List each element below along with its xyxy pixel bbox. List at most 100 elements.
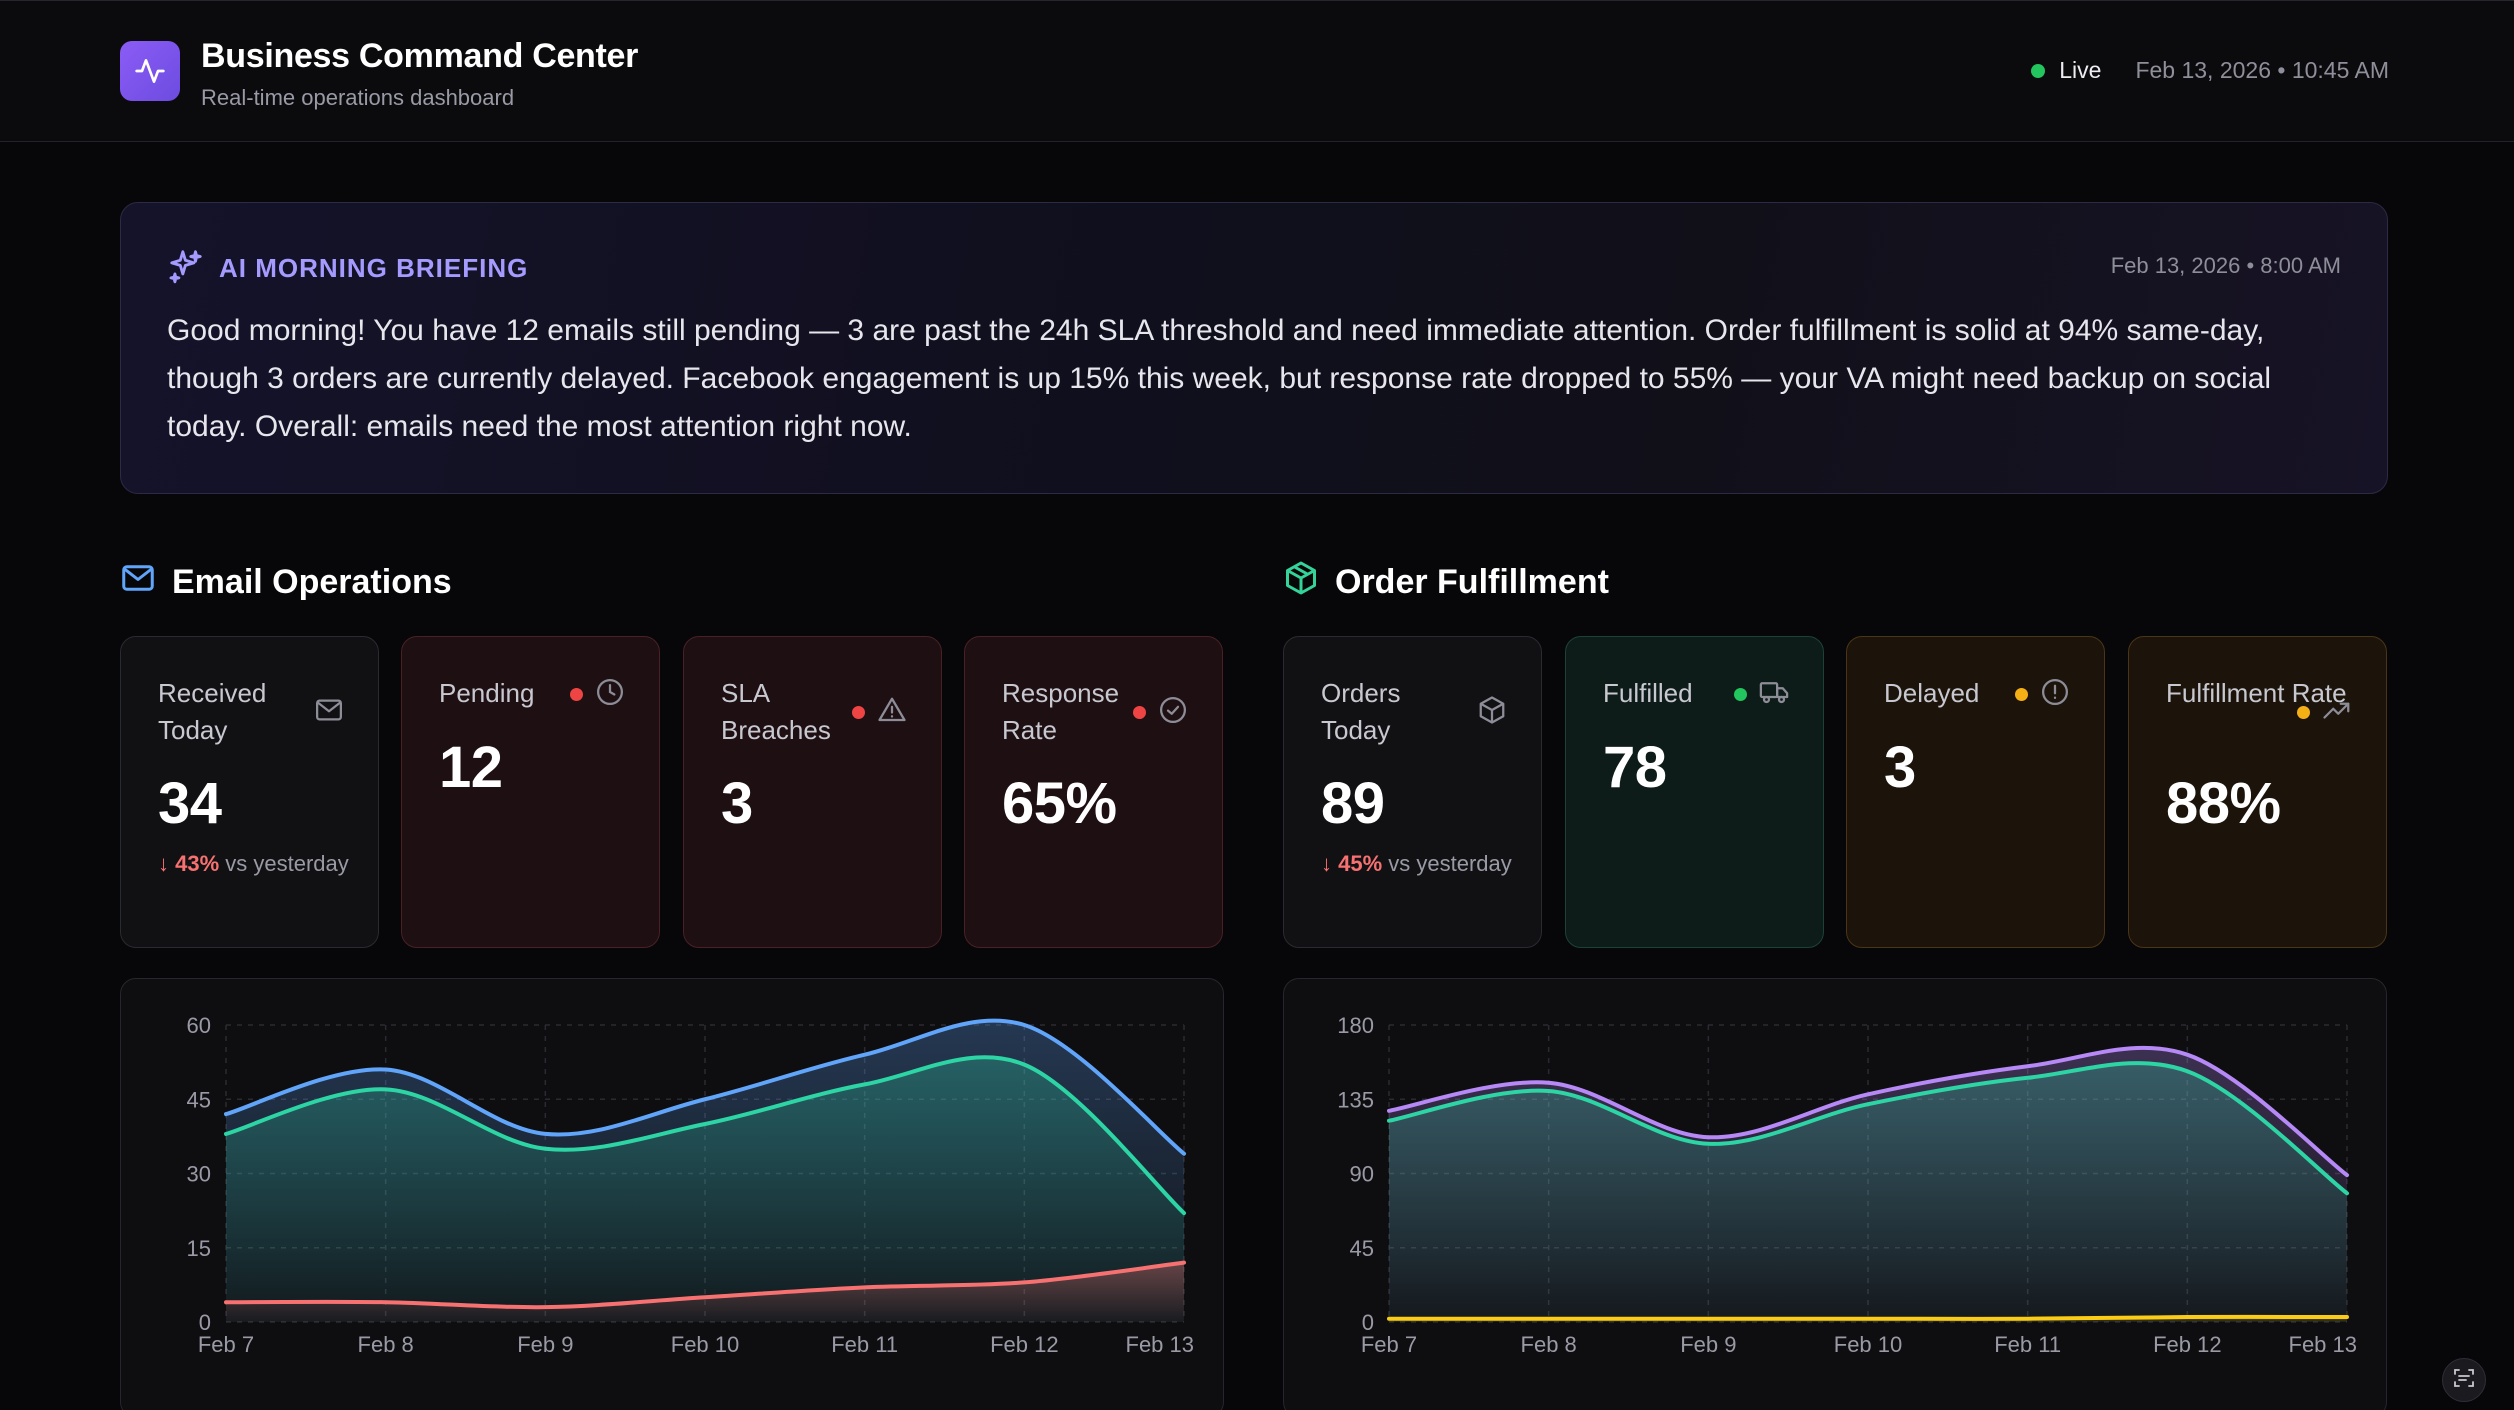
delta-text: vs yesterday <box>1388 851 1512 876</box>
alert-triangle-icon <box>877 695 907 730</box>
y-tick-label: 0 <box>1362 1310 1374 1335</box>
series-line <box>1387 1061 2349 1196</box>
x-tick-label: Feb 10 <box>1834 1332 1903 1357</box>
x-tick-label: Feb 11 <box>831 1332 898 1357</box>
x-tick-label: Feb 12 <box>990 1332 1058 1357</box>
activity-icon <box>120 41 180 101</box>
orders-section-title: Order Fulfillment <box>1283 560 1609 605</box>
card-label: Received Today <box>158 678 267 745</box>
status-dot-icon <box>570 688 583 701</box>
card-value: 3 <box>721 771 753 836</box>
card-label: SLA Breaches <box>721 678 831 745</box>
orders-section-label: Order Fulfillment <box>1335 563 1609 601</box>
card-label: Pending <box>439 678 535 708</box>
fulfilled-card[interactable]: Fulfilled 78 <box>1565 636 1824 948</box>
sla-breaches-card[interactable]: SLA Breaches 3 <box>683 636 942 948</box>
card-value: 3 <box>1884 735 1916 800</box>
status-dot-icon <box>2015 688 2028 701</box>
series-area <box>226 1057 1184 1322</box>
x-tick-label: Feb 7 <box>1361 1332 1417 1357</box>
scan-icon <box>2452 1366 2476 1395</box>
delta-text: vs yesterday <box>225 851 349 876</box>
package-icon <box>1477 695 1507 730</box>
delta-pct: ↓ 45% <box>1321 851 1383 876</box>
x-tick-label: Feb 8 <box>1521 1332 1577 1357</box>
clock-icon <box>595 677 625 712</box>
card-label: Delayed <box>1884 678 1980 708</box>
delayed-card[interactable]: Delayed 3 <box>1846 636 2105 948</box>
sparkles-icon <box>167 247 205 290</box>
x-tick-label: Feb 10 <box>671 1332 740 1357</box>
y-tick-label: 30 <box>187 1162 211 1187</box>
series-line <box>1387 1045 2349 1178</box>
mail-icon <box>314 695 344 730</box>
x-tick-label: Feb 7 <box>198 1332 254 1357</box>
status-dot-icon <box>2297 706 2310 719</box>
card-value: 78 <box>1603 735 1667 800</box>
x-tick-label: Feb 9 <box>517 1332 573 1357</box>
y-tick-label: 180 <box>1337 1013 1374 1038</box>
trending-up-icon <box>2322 695 2352 730</box>
card-label: Fulfillment Rate <box>2166 678 2347 708</box>
card-value: 89 <box>1321 771 1385 836</box>
status-dot-icon <box>1734 688 1747 701</box>
header-timestamp: Feb 13, 2026 • 10:45 AM <box>2135 57 2389 83</box>
series-line <box>1387 1314 2349 1321</box>
y-tick-label: 90 <box>1350 1162 1374 1187</box>
briefing-text: Good morning! You have 12 emails still p… <box>167 314 2272 443</box>
y-tick-label: 45 <box>1350 1236 1374 1261</box>
card-label: Fulfilled <box>1603 678 1693 708</box>
y-tick-label: 45 <box>187 1087 211 1112</box>
card-label: Response Rate <box>1002 678 1120 745</box>
orders-trend-chart: 0 45 90 135 180 Feb 7 Feb 8 Feb 9 Feb 10 Feb 11 Fe… <box>1283 978 2387 1410</box>
x-tick-label: Feb 13 <box>2289 1332 2358 1357</box>
series-line <box>224 1018 1186 1156</box>
y-tick-label: 135 <box>1337 1087 1374 1112</box>
card-delta: ↓ 43% vs yesterday <box>158 849 358 879</box>
y-tick-label: 60 <box>187 1013 211 1038</box>
live-dot-icon <box>2031 63 2046 78</box>
briefing-title: AI MORNING BRIEFING <box>219 253 529 283</box>
card-value: 12 <box>439 735 503 800</box>
card-value: 88% <box>2166 771 2281 836</box>
series-line <box>224 1055 1186 1216</box>
status-dot-icon <box>1133 706 1146 719</box>
x-tick-label: Feb 9 <box>1680 1332 1736 1357</box>
orders-chart-svg: 0 45 90 135 180 Feb 7 Feb 8 Feb 9 Feb 10 Feb 11 Fe… <box>1337 1013 2358 1357</box>
card-label: Orders Today <box>1321 678 1401 745</box>
received-today-card[interactable]: Received Today 34 ↓ 43% vs yesterday <box>120 636 379 948</box>
app-title: Business Command Center <box>201 37 639 75</box>
email-trend-chart: 0 15 30 45 60 Feb 7 Feb 8 Feb 9 Feb 10 Feb 11 Feb … <box>120 978 1224 1410</box>
package-icon <box>1283 560 1319 605</box>
truck-icon <box>1759 677 1789 712</box>
x-tick-label: Feb 8 <box>358 1332 414 1357</box>
live-status: Live Feb 13, 2026 • 10:45 AM <box>2031 57 2389 84</box>
status-dot-icon <box>852 706 865 719</box>
briefing-timestamp: Feb 13, 2026 • 8:00 AM <box>2110 253 2341 278</box>
card-value: 34 <box>158 771 222 836</box>
orders-today-card[interactable]: Orders Today 89 ↓ 45% vs yesterday <box>1283 636 1542 948</box>
y-tick-label: 0 <box>199 1310 211 1335</box>
alert-circle-icon <box>2040 677 2070 712</box>
series-area <box>1389 1063 2347 1322</box>
check-circle-icon <box>1158 695 1188 730</box>
briefing-header: AI MORNING BRIEFING <box>167 247 528 290</box>
email-section-title: Email Operations <box>120 560 452 605</box>
x-tick-label: Feb 12 <box>2153 1332 2222 1357</box>
app-header: Business Command Center Real-time operat… <box>0 0 2514 142</box>
pending-card[interactable]: Pending 12 <box>401 636 660 948</box>
screen-capture-button[interactable] <box>2442 1358 2486 1402</box>
y-tick-label: 15 <box>187 1236 211 1261</box>
email-chart-svg: 0 15 30 45 60 Feb 7 Feb 8 Feb 9 Feb 10 Feb 11 Feb … <box>187 1013 1195 1357</box>
x-tick-label: Feb 11 <box>1994 1332 2061 1357</box>
response-rate-card[interactable]: Response Rate 65% <box>964 636 1223 948</box>
email-section-label: Email Operations <box>172 563 452 601</box>
live-label: Live <box>2059 57 2102 83</box>
ai-briefing-card: AI MORNING BRIEFING Feb 13, 2026 • 8:00 … <box>120 202 2388 494</box>
x-tick-label: Feb 13 <box>1126 1332 1195 1357</box>
fulfillment-rate-card[interactable]: Fulfillment Rate 88% <box>2128 636 2387 948</box>
card-value: 65% <box>1002 771 1117 836</box>
delta-pct: ↓ 43% <box>158 851 220 876</box>
app-subtitle: Real-time operations dashboard <box>201 85 515 110</box>
card-delta: ↓ 45% vs yesterday <box>1321 849 1521 879</box>
